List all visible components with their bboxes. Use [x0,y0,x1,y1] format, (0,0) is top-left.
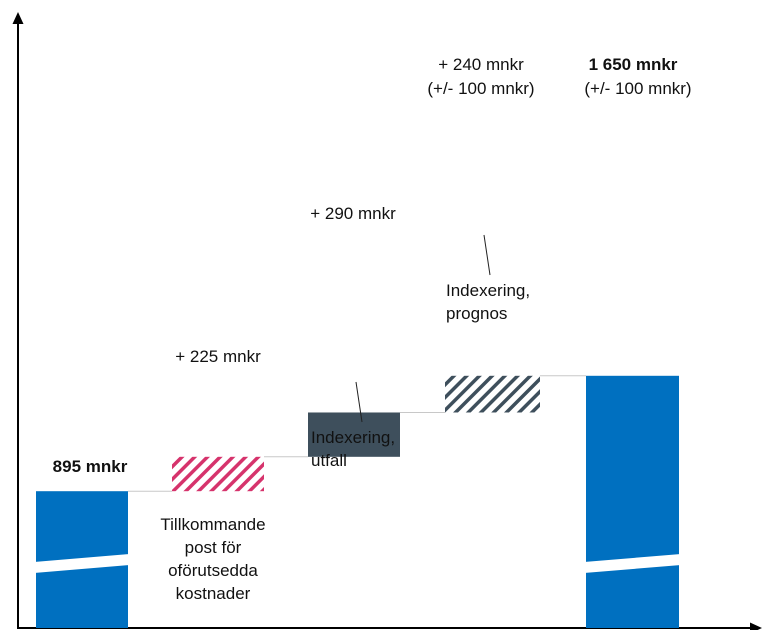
x-axis-arrow [750,622,762,630]
axis-break-marks [34,554,681,573]
bars [36,375,679,628]
bar-1-value-label: 895 mnkr [53,457,128,476]
bar-5-value-label: 1 650 mnkr [589,55,678,74]
y-axis-arrow [12,12,24,24]
bar-2-category-label-line-2: post för [185,538,242,557]
connector-lines [128,375,586,492]
leader-lines [355,234,491,423]
bar-2-category-label-line-1: Tillkommande [160,515,265,534]
bar-2-category-label-line-4: kostnader [176,584,251,603]
bar-4-value-label: + 240 mnkr [438,55,524,74]
bar-4-value-sublabel: (+/- 100 mnkr) [427,79,534,98]
bar-3-category-label-line-2: utfall [311,451,347,470]
axis-break-1 [34,554,130,573]
bar-4 [445,375,540,413]
bar-2-category-label-line-3: oförutsedda [168,561,258,580]
leader-line-bar-3 [355,381,363,423]
bar-3-category-label-line-1: Indexering, [311,428,395,447]
leader-line-bar-4 [483,234,491,276]
labels: 895 mnkr + 225 mnkr Tillkommande post fö… [53,55,692,603]
bar-5-value-sublabel: (+/- 100 mnkr) [584,79,691,98]
axis-break-5 [584,554,681,573]
bar-3 [308,412,400,457]
bar-5 [586,375,679,628]
bar-2-value-label: + 225 mnkr [175,347,261,366]
bar-3-value-label: + 290 mnkr [310,204,396,223]
bar-4-category-label-line-1: Indexering, [446,281,530,300]
bar-4-category-label-line-2: prognos [446,304,507,323]
bar-2 [172,456,264,492]
